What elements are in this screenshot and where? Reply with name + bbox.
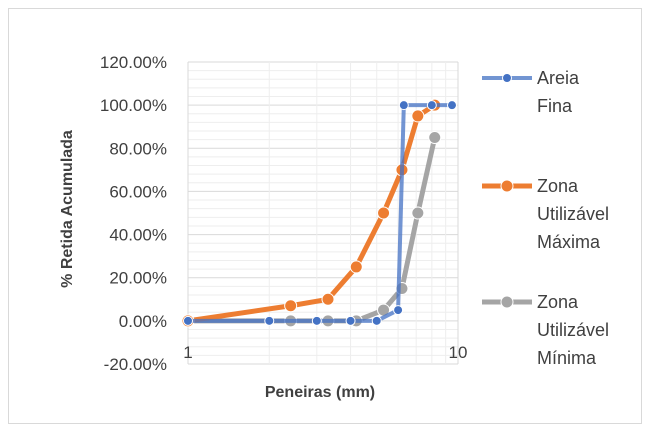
legend-marker <box>500 295 514 309</box>
legend-item-0: Areia Fina <box>482 68 580 116</box>
data-point <box>349 260 363 274</box>
legend-label: Máxima <box>537 232 601 252</box>
legend-label: Utilizável <box>537 320 609 340</box>
legend: Areia Fina Zona Utilizável Máxima Zona Utilizá… <box>482 68 609 368</box>
y-tick-label: 100.00% <box>100 96 167 115</box>
legend-label: Zona <box>537 292 579 312</box>
data-point <box>428 131 442 144</box>
y-tick-label: 80.00% <box>109 139 167 158</box>
series-layer <box>181 98 457 328</box>
data-point <box>264 315 275 326</box>
chart-frame <box>8 8 642 424</box>
data-point <box>311 315 322 326</box>
data-point <box>377 206 391 220</box>
data-point <box>345 315 356 326</box>
y-tick-label: 20.00% <box>109 269 167 288</box>
data-point <box>411 109 425 123</box>
legend-label: Utilizável <box>537 204 609 224</box>
data-point <box>183 315 193 326</box>
data-point <box>398 100 409 111</box>
data-point <box>426 100 437 111</box>
legend-marker <box>500 179 514 193</box>
legend-item-1: Zona Utilizável Máxima <box>482 176 609 252</box>
data-point <box>446 100 457 111</box>
legend-item-2: Zona Utilizável Mínima <box>482 292 609 368</box>
x-tick-label: 1 <box>183 343 192 362</box>
data-point <box>393 305 404 316</box>
y-tick-label: 60.00% <box>109 182 167 201</box>
legend-label: Mínima <box>537 348 597 368</box>
legend-marker <box>502 73 512 83</box>
x-axis-title: Peneiras (mm) <box>265 384 375 401</box>
data-point <box>371 315 382 326</box>
legend-label: Areia <box>537 68 580 88</box>
series-0 <box>183 100 457 326</box>
data-point <box>284 299 298 313</box>
data-point <box>321 292 335 306</box>
y-tick-label: 120.00% <box>100 53 167 72</box>
y-tick-label: -20.00% <box>104 355 167 374</box>
legend-label: Zona <box>537 176 579 196</box>
x-tick-labels: 1 10 <box>183 343 467 362</box>
y-tick-labels: -20.00% 0.00% 20.00% 40.00% 60.00% 80.00% 100.… <box>100 53 167 374</box>
x-tick-label: 10 <box>449 343 468 362</box>
y-tick-label: 40.00% <box>109 226 167 245</box>
legend-label: Fina <box>537 96 573 116</box>
y-axis-title: % Retida Acumulada <box>59 130 76 288</box>
y-tick-label: 0.00% <box>119 312 167 331</box>
data-point <box>411 206 425 220</box>
